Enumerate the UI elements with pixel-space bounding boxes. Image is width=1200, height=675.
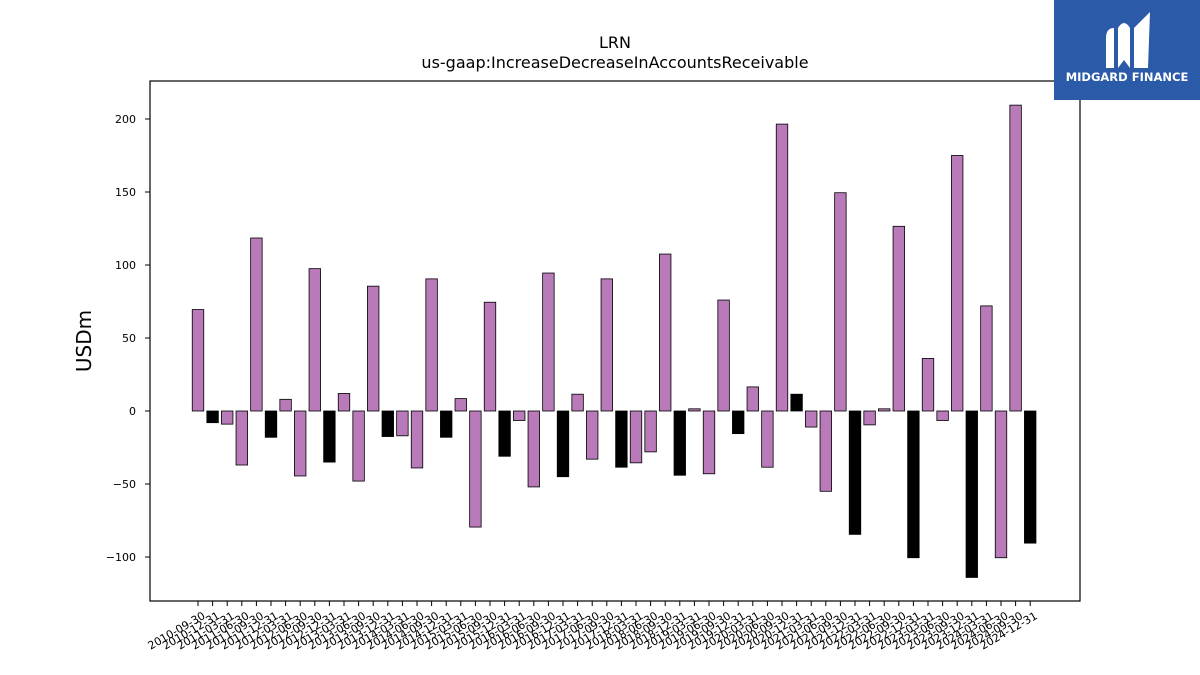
bar-2019-06-30 bbox=[702, 410, 716, 475]
bar-2019-03-31 bbox=[688, 408, 701, 412]
bar-2012-03-31 bbox=[279, 398, 292, 412]
y-tick-label: 150 bbox=[115, 186, 136, 199]
y-tick-label: 0 bbox=[129, 405, 136, 418]
bar-2014-09-30 bbox=[425, 278, 438, 412]
bar-2023-09-30 bbox=[951, 155, 964, 412]
bar-2013-03-31 bbox=[337, 393, 351, 412]
bar-2014-06-30 bbox=[410, 410, 424, 469]
bar-2011-06-30 bbox=[235, 410, 248, 466]
bar-2013-12-31 bbox=[381, 410, 394, 437]
bar-2010-09-30 bbox=[191, 309, 205, 412]
bar-2015-09-30 bbox=[483, 301, 497, 412]
bar-2015-06-30 bbox=[469, 410, 482, 528]
bar-2023-06-30 bbox=[936, 410, 949, 421]
bar-2018-12-31 bbox=[673, 410, 686, 476]
bar-2023-12-31 bbox=[965, 410, 978, 578]
bar-2018-09-30 bbox=[659, 253, 672, 412]
bar-2021-12-31 bbox=[848, 410, 862, 535]
bar-2013-06-30 bbox=[352, 410, 365, 482]
bar-2011-12-31 bbox=[264, 410, 278, 438]
bar-2019-12-31 bbox=[732, 410, 745, 435]
y-tick-label: 200 bbox=[115, 113, 136, 126]
bar-2017-12-31 bbox=[615, 410, 628, 468]
bar-2021-09-30 bbox=[834, 192, 847, 412]
bar-2015-03-31 bbox=[454, 398, 467, 412]
bar-2022-09-30 bbox=[892, 225, 905, 412]
bar-2017-06-30 bbox=[586, 410, 599, 460]
bar-2011-09-30 bbox=[250, 237, 263, 412]
x-ticks-group: 2010-09-302010-12-312011-03-312011-06-30… bbox=[146, 601, 1040, 652]
bar-2014-12-31 bbox=[440, 410, 453, 438]
chart-subtitle: us-gaap:IncreaseDecreaseInAccountsReceiv… bbox=[421, 53, 808, 72]
y-ticks-group: −100 −50 0 50 100 150 200 bbox=[106, 113, 150, 564]
bar-2010-12-31 bbox=[206, 410, 219, 424]
y-tick-label: −50 bbox=[113, 478, 136, 491]
y-tick-label: 50 bbox=[122, 332, 136, 345]
y-tick-label: 100 bbox=[115, 259, 136, 272]
chart-title: LRN bbox=[599, 33, 631, 52]
bar-2020-09-30 bbox=[775, 123, 789, 412]
bar-2015-12-31 bbox=[498, 410, 511, 457]
logo-text: MIDGARD FINANCE bbox=[1066, 70, 1189, 84]
bar-2014-03-31 bbox=[396, 410, 409, 437]
bar-2012-12-31 bbox=[323, 410, 336, 463]
bar-2018-03-31 bbox=[629, 410, 643, 464]
plot-frame bbox=[149, 80, 1081, 602]
bar-2016-03-31 bbox=[513, 410, 526, 421]
y-tick-label: −100 bbox=[106, 551, 136, 564]
bar-2012-06-30 bbox=[294, 410, 307, 477]
bar-2024-12-31 bbox=[1024, 410, 1037, 544]
bars-group bbox=[191, 104, 1037, 578]
bar-2021-03-31 bbox=[805, 410, 818, 428]
midgard-m-logo-icon bbox=[1106, 12, 1150, 68]
logo-svg: MIDGARD FINANCE bbox=[1054, 0, 1200, 100]
bar-2012-09-30 bbox=[308, 268, 321, 412]
bar-2016-12-31 bbox=[556, 410, 570, 478]
brand-logo: MIDGARD FINANCE bbox=[1054, 0, 1200, 100]
bar-2021-06-30 bbox=[819, 410, 832, 492]
bar-2024-03-31 bbox=[980, 305, 993, 412]
bar-2016-06-30 bbox=[527, 410, 540, 488]
bar-2020-12-31 bbox=[790, 393, 803, 412]
bar-2011-03-31 bbox=[221, 410, 234, 425]
bar-2024-06-30 bbox=[994, 410, 1008, 559]
bar-2018-06-30 bbox=[644, 410, 657, 453]
bar-2020-06-30 bbox=[761, 410, 774, 468]
bar-2022-03-31 bbox=[863, 410, 876, 426]
bar-2022-12-31 bbox=[907, 410, 920, 559]
y-axis-label: USDm bbox=[72, 310, 96, 372]
bar-2023-03-31 bbox=[921, 358, 935, 412]
bar-2024-09-30 bbox=[1009, 104, 1022, 412]
bar-2017-09-30 bbox=[600, 278, 613, 412]
bar-2020-03-31 bbox=[746, 386, 759, 412]
bar-2013-09-30 bbox=[367, 285, 380, 412]
bar-2022-06-30 bbox=[878, 408, 891, 412]
bar-2017-03-31 bbox=[571, 393, 584, 412]
bar-2019-09-30 bbox=[717, 299, 730, 412]
bar-2016-09-30 bbox=[542, 272, 555, 412]
